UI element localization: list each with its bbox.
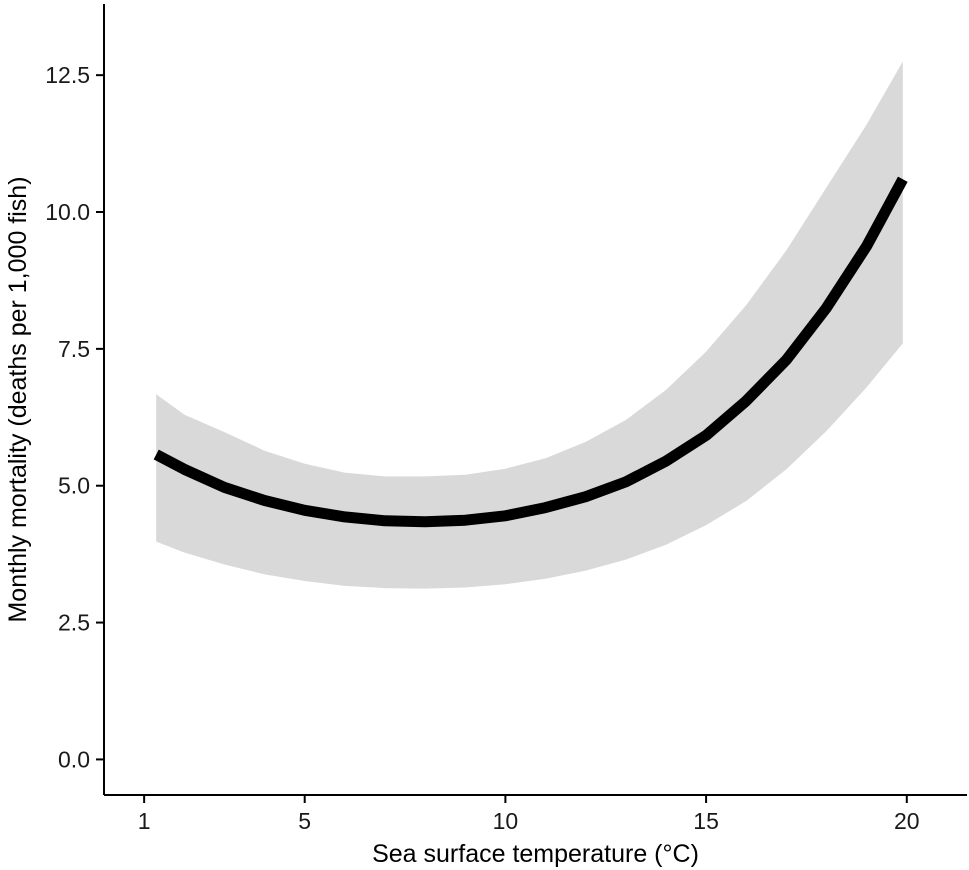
y-tick-label: 2.5 [58, 610, 90, 636]
y-tick-label: 12.5 [45, 62, 90, 88]
x-axis-title: Sea surface temperature (°C) [372, 840, 699, 868]
x-tick-label: 20 [894, 808, 920, 834]
confidence-band [156, 61, 903, 589]
y-tick-label: 5.0 [58, 473, 90, 499]
y-tick-label: 7.5 [58, 336, 90, 362]
x-tick-label: 15 [693, 808, 719, 834]
fitted-mortality-line [153, 176, 908, 528]
y-tick-label: 10.0 [45, 199, 90, 225]
x-axis-ticks: 1 5 10 15 20 [138, 795, 920, 834]
x-tick-label: 5 [298, 808, 311, 834]
x-tick-label: 1 [138, 808, 151, 834]
y-axis-title: Monthly mortality (deaths per 1,000 fish… [4, 176, 32, 622]
y-tick-label: 0.0 [58, 746, 90, 772]
y-axis-ticks: 0.0 2.5 5.0 7.5 10.0 12.5 [45, 62, 104, 772]
x-tick-label: 10 [493, 808, 519, 834]
